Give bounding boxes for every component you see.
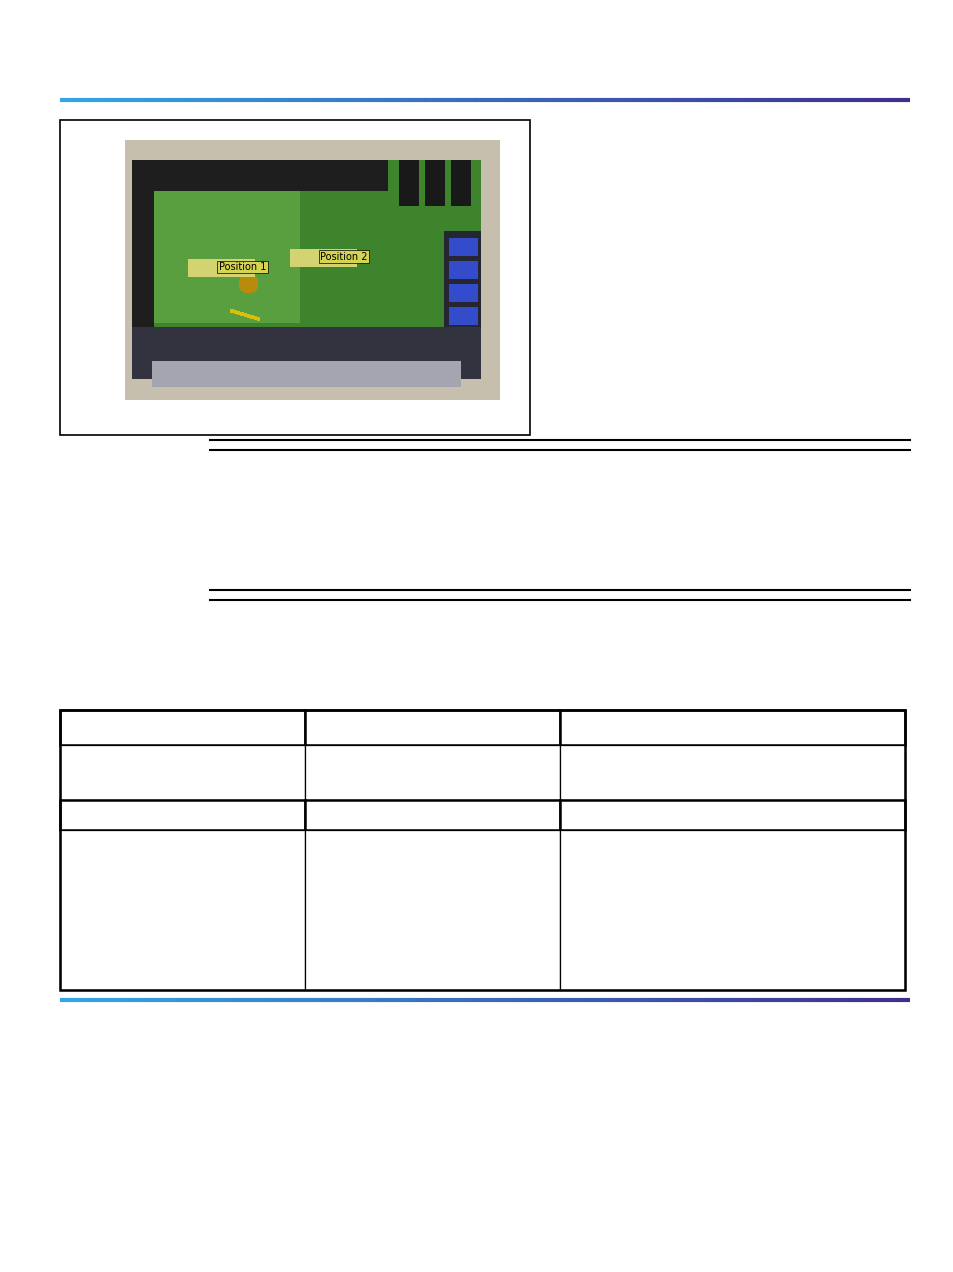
Bar [559, 710, 904, 745]
Bar [60, 745, 305, 800]
Bar [60, 120, 530, 435]
Bar [559, 745, 904, 800]
Bar [60, 831, 305, 990]
Text: Position 1: Position 1 [218, 262, 266, 272]
Bar [305, 831, 559, 990]
Bar [305, 745, 559, 800]
Bar [60, 710, 305, 745]
Bar [559, 800, 904, 831]
Bar [60, 710, 904, 990]
Bar [305, 710, 559, 745]
Bar [60, 800, 305, 831]
Bar [305, 800, 559, 831]
Text: Position 2: Position 2 [319, 252, 367, 262]
Bar [559, 831, 904, 990]
